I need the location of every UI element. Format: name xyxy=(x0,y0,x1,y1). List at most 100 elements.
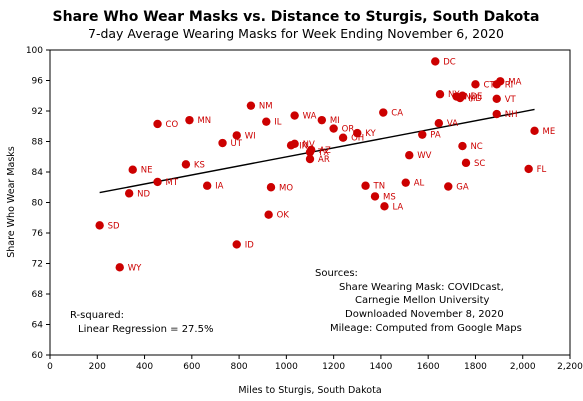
point-marker xyxy=(115,263,124,272)
point-label: UT xyxy=(231,139,243,149)
point-va: VA xyxy=(434,119,458,129)
point-label: KY xyxy=(365,129,376,139)
point-label: IL xyxy=(274,118,282,128)
y-tick-label: 76 xyxy=(32,229,44,239)
point-marker xyxy=(418,130,427,139)
r-squared-annotation: R-squared: Linear Regression = 27.5% xyxy=(70,310,213,335)
point-marker xyxy=(232,240,241,249)
x-tick-label: 2,000 xyxy=(510,362,536,372)
point-marker xyxy=(405,151,414,160)
point-ca: CA xyxy=(379,108,403,119)
point-label: RI xyxy=(505,80,513,90)
point-marker xyxy=(317,115,327,125)
point-marker xyxy=(353,128,362,138)
point-label: CO xyxy=(166,120,179,130)
point-marker xyxy=(329,124,338,133)
point-sd: SD xyxy=(95,221,120,231)
point-marker xyxy=(181,160,191,169)
point-marker xyxy=(338,133,348,142)
point-marker xyxy=(266,183,276,192)
point-label: GA xyxy=(456,182,469,192)
y-tick-label: 92 xyxy=(32,107,43,117)
point-pa: PA xyxy=(418,130,441,141)
point-label: IN xyxy=(299,141,308,151)
point-nc: NC xyxy=(458,141,483,152)
point-mn: MN xyxy=(185,115,211,126)
point-marker xyxy=(434,119,444,128)
point-nv: NV xyxy=(290,139,315,150)
point-marker xyxy=(232,131,241,140)
point-marker xyxy=(124,189,134,198)
point-label: MD xyxy=(468,94,482,104)
point-wy: WY xyxy=(115,263,142,273)
point-label: WI xyxy=(245,131,256,141)
x-tick-label: 800 xyxy=(230,362,247,372)
point-marker xyxy=(458,141,467,151)
point-label: NC xyxy=(470,142,482,152)
x-tick-label: 1400 xyxy=(369,362,392,372)
point-nd: ND xyxy=(124,189,151,199)
point-marker xyxy=(305,154,315,164)
point-ia: IA xyxy=(202,181,224,192)
point-label: CT xyxy=(483,80,495,90)
point-label: AZ xyxy=(319,146,331,156)
point-label: WA xyxy=(303,112,317,122)
point-label: NM xyxy=(259,102,273,112)
point-sc: SC xyxy=(461,158,485,169)
point-marker xyxy=(444,182,453,191)
point-dc: DC xyxy=(431,57,456,67)
point-id: ID xyxy=(232,240,254,250)
point-label: MA xyxy=(508,77,521,87)
point-marker xyxy=(401,178,410,187)
point-label: NV xyxy=(303,140,315,150)
point-wi: WI xyxy=(232,131,256,141)
y-axis-ticks: 60 64 68 72 76 80 84 88 92 96 100 xyxy=(26,46,50,361)
y-tick-label: 96 xyxy=(32,77,44,87)
x-tick-label: 1800 xyxy=(464,362,487,372)
x-tick-label: 400 xyxy=(136,362,153,372)
point-marker xyxy=(530,126,539,136)
point-md: MD xyxy=(455,93,482,104)
point-label: IA xyxy=(215,182,224,192)
point-marker xyxy=(128,165,137,174)
point-il: IL xyxy=(262,117,282,128)
point-label: PA xyxy=(430,131,441,141)
point-co: CO xyxy=(153,119,179,130)
chart-title: Share Who Wear Masks vs. Distance to Stu… xyxy=(53,9,540,25)
point-label: TN xyxy=(373,182,386,192)
point-tn: TN xyxy=(361,181,386,192)
point-oh: OH xyxy=(338,133,364,144)
point-label: TX xyxy=(317,148,329,158)
y-axis-label: Share Who Wear Masks xyxy=(6,146,17,258)
point-marker xyxy=(492,94,501,104)
chart-subtitle: 7-day Average Wearing Masks for Week End… xyxy=(88,26,504,41)
point-marker xyxy=(246,101,256,110)
x-tick-label: 1000 xyxy=(275,362,298,372)
point-marker xyxy=(264,210,273,219)
point-label: MI xyxy=(330,116,340,126)
y-tick-label: 72 xyxy=(32,260,43,270)
point-ar: AR xyxy=(305,154,330,165)
point-la: LA xyxy=(380,202,403,212)
point-label: AR xyxy=(318,155,330,165)
x-tick-label: 0 xyxy=(47,362,53,372)
point-marker xyxy=(218,138,227,148)
y-tick-label: 88 xyxy=(32,138,44,148)
point-ms: MS xyxy=(370,192,396,202)
x-tick-label: 1600 xyxy=(417,362,440,372)
point-label: NH xyxy=(505,110,518,120)
x-axis-label: Miles to Sturgis, South Dakota xyxy=(238,385,381,396)
point-mo: MO xyxy=(266,183,293,193)
point-label: VA xyxy=(447,119,458,129)
point-ut: UT xyxy=(218,138,243,149)
point-marker xyxy=(492,80,501,89)
point-vt: VT xyxy=(492,94,517,105)
point-label: ND xyxy=(137,189,150,199)
point-tx: TX xyxy=(305,147,329,158)
point-ri: RI xyxy=(492,80,513,90)
point-label: NJ xyxy=(465,93,474,103)
point-label: MN xyxy=(197,116,211,126)
point-wv: WV xyxy=(405,151,432,161)
point-nh: NH xyxy=(492,109,518,120)
